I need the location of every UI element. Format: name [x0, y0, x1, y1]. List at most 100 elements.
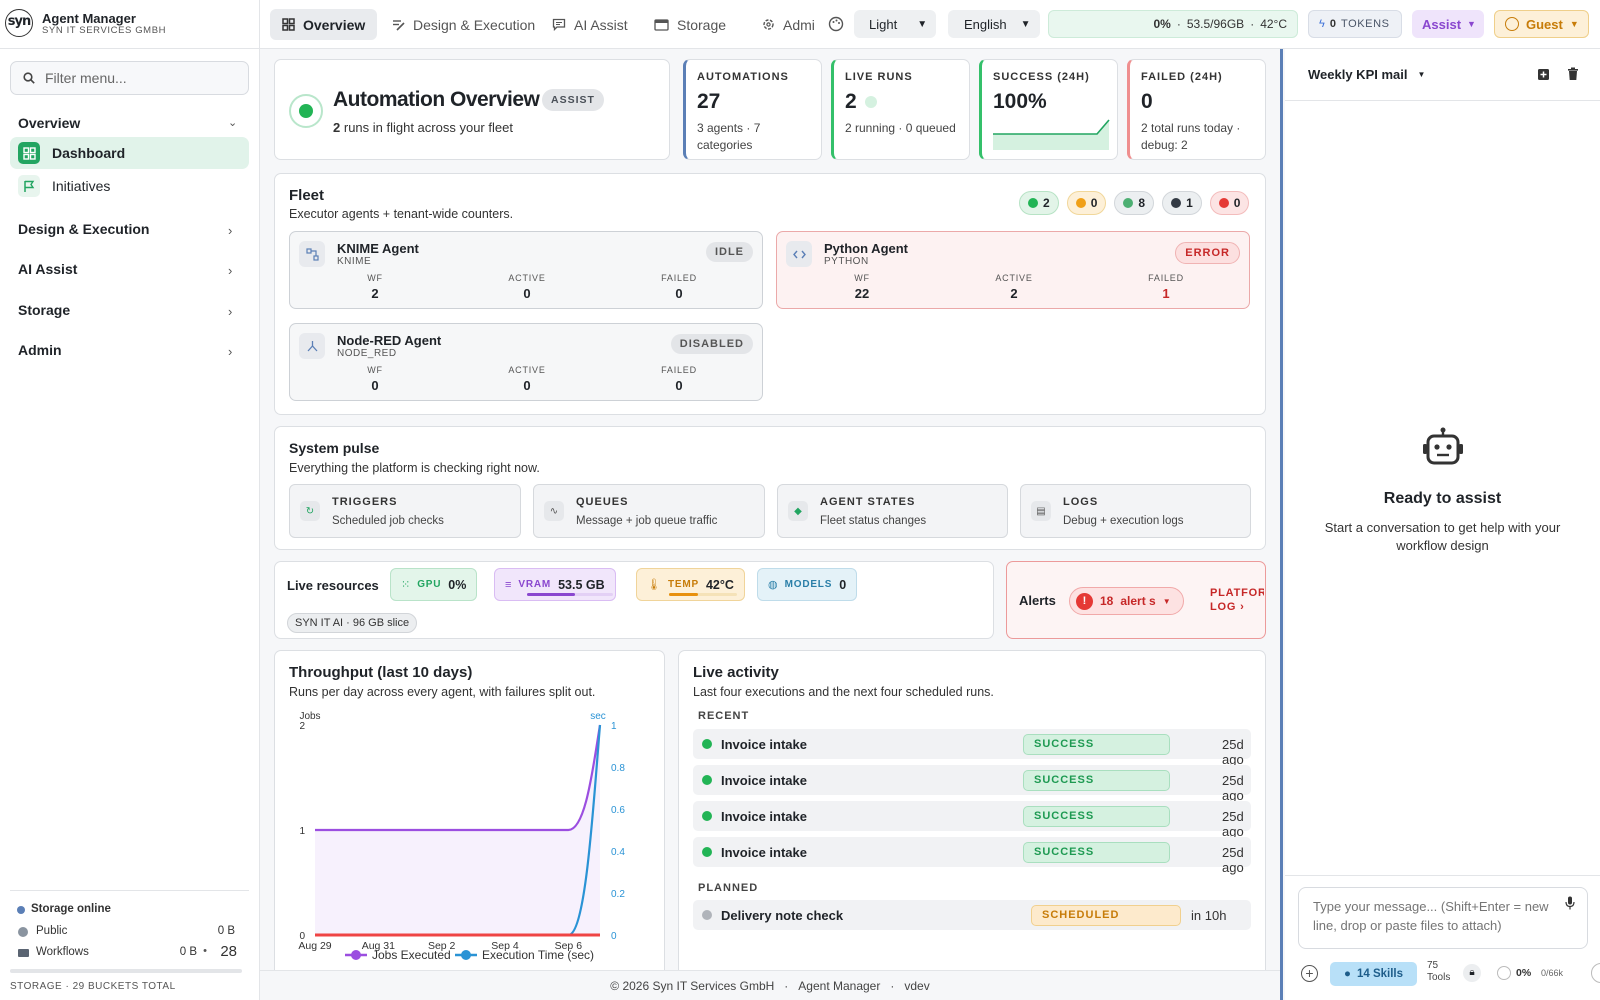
stat-label: FAILED: [661, 365, 697, 375]
robot-icon: [1423, 427, 1463, 465]
recent-label: RECENT: [698, 710, 750, 722]
sidebar-item-dashboard[interactable]: Dashboard: [10, 137, 249, 169]
agent-type: PYTHON: [824, 256, 869, 267]
chevron-right-icon[interactable]: ›: [228, 344, 233, 359]
user-menu[interactable]: Guest ▼: [1494, 10, 1589, 38]
tools-label: Tools: [1427, 972, 1451, 983]
kpi-label: FAILED (24H): [1141, 71, 1223, 83]
status-dot: [702, 847, 712, 857]
company-name: SYN IT SERVICES GMBH: [42, 25, 167, 36]
tab-label: Design & Execution: [413, 16, 536, 33]
pulse-triggers[interactable]: ↻ TRIGGERS Scheduled job checks: [289, 484, 521, 538]
counter-value: 0: [1233, 196, 1241, 210]
chart-title: Throughput (last 10 days): [289, 664, 473, 681]
nav-section-storage[interactable]: Storage: [18, 302, 71, 318]
chevron-right-icon[interactable]: ›: [228, 223, 233, 238]
kpi-live-runs[interactable]: LIVE RUNS 2 2 running · 0 queued: [831, 59, 970, 160]
alerts-panel: Alerts ! 18 alert s ▼ PLATFORM LOG ›: [1006, 561, 1266, 639]
storage-usage-bar: [10, 969, 242, 973]
status-badge: IDLE: [705, 242, 753, 262]
workflow-name: Invoice intake: [721, 737, 807, 752]
separator: •: [203, 945, 207, 957]
theme-select[interactable]: Light ▼: [854, 10, 936, 38]
nav-section-design-execution[interactable]: Design & Execution: [18, 221, 150, 237]
agent-card-python[interactable]: Python Agent PYTHON ERROR WF 22 ACTIVE 2 F…: [776, 231, 1250, 309]
conversation-selector[interactable]: Weekly KPI mail ▼: [1308, 67, 1425, 82]
pulse-queues[interactable]: ∿ QUEUES Message + job queue traffic: [533, 484, 765, 538]
tab-label: AI Assist: [574, 16, 628, 33]
counter-error[interactable]: 0: [1209, 191, 1250, 215]
counter-running[interactable]: 2: [1019, 191, 1059, 215]
lock-icon[interactable]: 🔒︎: [1463, 964, 1481, 982]
sidebar-item-initiatives[interactable]: Initiatives: [10, 170, 249, 202]
resource-vram[interactable]: ≡ VRAM 53.5 GB: [494, 568, 616, 601]
company-logo[interactable]: syn: [5, 9, 33, 37]
legend-label: Execution Time (sec): [482, 948, 594, 962]
chevron-right-icon[interactable]: ›: [228, 304, 233, 319]
nav-section-admin[interactable]: Admin: [18, 342, 62, 358]
kpi-failed[interactable]: FAILED (24H) 0 2 total runs today · debu…: [1127, 59, 1266, 160]
time-ago: 25d ago: [1222, 773, 1244, 803]
chevron-down-icon: ▼: [1569, 19, 1579, 29]
storage-total: STORAGE · 29 BUCKETS TOTAL: [10, 981, 176, 992]
new-chat-icon[interactable]: [1537, 68, 1550, 81]
tab-ai-assist[interactable]: AI Assist: [540, 9, 640, 40]
pulse-agent-states[interactable]: ◆ AGENT STATES Fleet status changes: [777, 484, 1008, 538]
chat-message-input[interactable]: [1298, 887, 1588, 949]
chevron-right-icon[interactable]: ›: [228, 263, 233, 278]
kpi-automations[interactable]: AUTOMATIONS 27 3 agents · 7 categories: [683, 59, 822, 160]
activity-row[interactable]: Invoice intake SUCCESS 25d ago: [693, 837, 1251, 875]
nav-section-overview[interactable]: Overview: [18, 115, 81, 131]
agent-card-node-red[interactable]: Node-RED Agent NODE_RED DISABLED WF 0 ACT…: [289, 323, 763, 401]
app-title: Agent Manager: [42, 11, 136, 26]
resource-models[interactable]: ◍ MODELS 0: [757, 568, 858, 601]
resource-gpu[interactable]: ⁙ GPU 0%: [390, 568, 478, 601]
chevron-down-icon[interactable]: ⌄: [228, 117, 238, 129]
send-button[interactable]: [1591, 963, 1600, 983]
trash-icon[interactable]: [1567, 67, 1579, 81]
platform-log-link[interactable]: PLATFORM LOG ›: [1210, 586, 1264, 614]
nav-section-ai-assist[interactable]: AI Assist: [18, 261, 78, 277]
stat-label: FAILED: [661, 273, 697, 283]
filter-menu-field[interactable]: [10, 61, 249, 95]
agent-card-knime[interactable]: KNIME Agent KNIME IDLE WF 2 ACTIVE 0 FAILE…: [289, 231, 763, 309]
bucket-size: 0 B: [217, 925, 235, 937]
language-select[interactable]: English ▼: [948, 10, 1040, 38]
pulse-logs[interactable]: ▤ LOGS Debug + execution logs: [1020, 484, 1251, 538]
tokens-counter[interactable]: ϟ 0 TOKENS: [1308, 10, 1402, 38]
y-right-tick-label: 0.6: [611, 805, 625, 816]
page-title: Automation Overview: [333, 88, 540, 111]
kpi-success[interactable]: SUCCESS (24H) 100%: [979, 59, 1118, 160]
stat-label: WF: [367, 273, 383, 283]
attach-icon[interactable]: +: [1301, 965, 1318, 982]
pulse-description: Fleet status changes: [820, 515, 927, 527]
storage-bucket-workflows[interactable]: Workflows 0 B • 28: [10, 943, 249, 965]
panel-resize-handle[interactable]: [1280, 49, 1283, 1000]
live-status-indicator: [289, 94, 323, 128]
tab-storage[interactable]: Storage: [642, 9, 738, 40]
counter-idle[interactable]: 8: [1114, 191, 1155, 215]
tab-design-execution[interactable]: Design & Execution: [380, 9, 547, 40]
filter-menu-input[interactable]: [45, 70, 240, 86]
planned-row[interactable]: Delivery note check SCHEDULED in 10h: [693, 900, 1251, 930]
palette-icon[interactable]: [828, 16, 844, 32]
resource-temp[interactable]: 🌡︎ TEMP 42°C: [636, 568, 745, 601]
tab-overview[interactable]: Overview: [270, 9, 378, 40]
kpi-value: 0: [1141, 90, 1153, 113]
assist-toggle[interactable]: Assist ▼: [1412, 10, 1484, 38]
counter-disabled[interactable]: 1: [1162, 191, 1202, 215]
activity-row[interactable]: Invoice intake SUCCESS 25d ago: [693, 765, 1251, 803]
activity-row[interactable]: Invoice intake SUCCESS 25d ago: [693, 729, 1251, 767]
search-icon: [23, 72, 35, 84]
alerts-dropdown[interactable]: ! 18 alert s ▼: [1069, 587, 1184, 615]
skills-button[interactable]: ● 14 Skills: [1330, 962, 1417, 986]
kpi-label: AUTOMATIONS: [697, 71, 789, 83]
counter-queued[interactable]: 0: [1066, 191, 1107, 215]
activity-row[interactable]: Invoice intake SUCCESS 25d ago: [693, 801, 1251, 839]
tools-counter[interactable]: 75 Tools: [1427, 960, 1450, 984]
storage-bucket-public[interactable]: Public 0 B: [10, 923, 249, 944]
tab-admin[interactable]: Admi: [750, 9, 827, 40]
microphone-icon[interactable]: [1565, 896, 1575, 910]
user-icon: [1505, 17, 1519, 31]
resource-meter[interactable]: 0% · 53.5/96GB · 42°C: [1048, 10, 1298, 38]
